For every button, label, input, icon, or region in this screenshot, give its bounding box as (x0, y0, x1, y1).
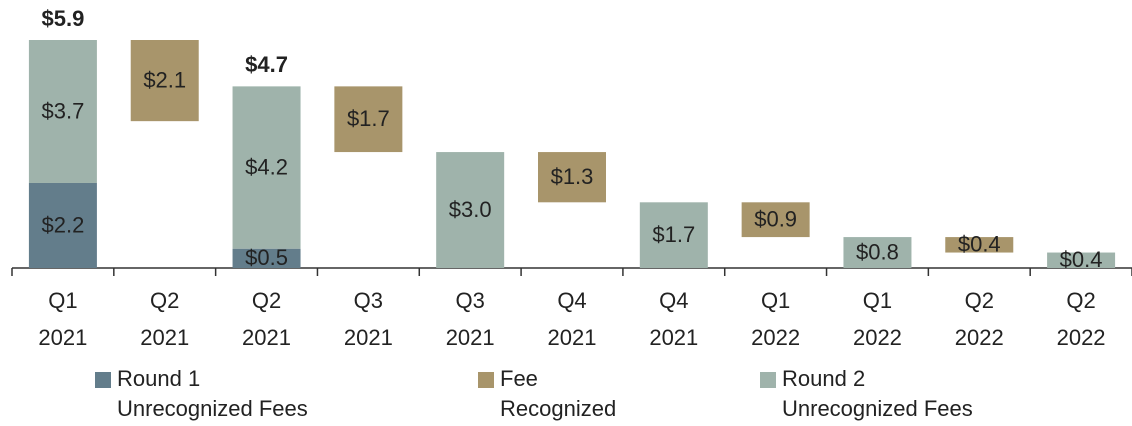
value-label: $1.3 (551, 164, 594, 189)
bar-segment (639, 202, 708, 268)
bar-segment (945, 237, 1014, 253)
value-label: $1.7 (347, 106, 390, 131)
bar-segment (28, 40, 97, 183)
x-tick-label: Q2 2022 (954, 288, 1004, 350)
bar-segment (436, 152, 505, 268)
bar-segment (334, 86, 403, 153)
value-label: $2.2 (41, 212, 84, 237)
value-label: $4.2 (245, 154, 288, 179)
bar-segment (843, 237, 912, 268)
value-label: $3.0 (449, 197, 492, 222)
legend-swatch (478, 372, 494, 388)
legend-label: Fee Recognized (500, 366, 617, 421)
bar-segment (232, 248, 301, 268)
x-tick-label: Q1 2021 (38, 288, 88, 350)
value-label: $0.5 (245, 245, 288, 270)
bar-segment (130, 40, 199, 122)
x-tick-label: Q2 2022 (1056, 288, 1106, 350)
x-tick-label: Q2 2021 (242, 288, 291, 350)
x-tick-label: Q2 2021 (140, 288, 190, 350)
bar-segment (538, 152, 606, 203)
value-label: $1.7 (652, 222, 695, 247)
x-tick-label: Q4 2021 (649, 288, 699, 350)
value-label: $0.4 (958, 232, 1001, 257)
legend-item: Fee Recognized (478, 364, 616, 424)
bar-segment (1047, 252, 1116, 268)
legend-item: Round 1 Unrecognized Fees (95, 364, 308, 424)
total-label: $5.9 (41, 6, 84, 31)
value-label: $3.7 (41, 98, 84, 123)
legend-label: Round 1 Unrecognized Fees (117, 366, 308, 421)
legend-item: Round 2 Unrecognized Fees (760, 364, 973, 424)
value-label: $2.1 (143, 67, 186, 92)
x-tick-label: Q3 2021 (343, 288, 393, 350)
x-tick-label: Q4 2021 (547, 288, 597, 350)
x-tick-label: Q1 2022 (852, 288, 902, 350)
bar-segment (741, 202, 810, 238)
total-label: $4.7 (245, 52, 288, 77)
legend-label: Round 2 Unrecognized Fees (782, 366, 973, 421)
x-tick-label: Q3 2021 (445, 288, 495, 350)
value-label: $0.9 (754, 207, 797, 232)
bar-segment (28, 182, 97, 268)
value-label: $0.4 (1060, 247, 1103, 272)
value-label: $0.8 (856, 239, 899, 264)
x-tick-label: Q1 2022 (751, 288, 801, 350)
legend-swatch (760, 372, 776, 388)
bar-segment (232, 86, 301, 249)
legend-swatch (95, 372, 111, 388)
